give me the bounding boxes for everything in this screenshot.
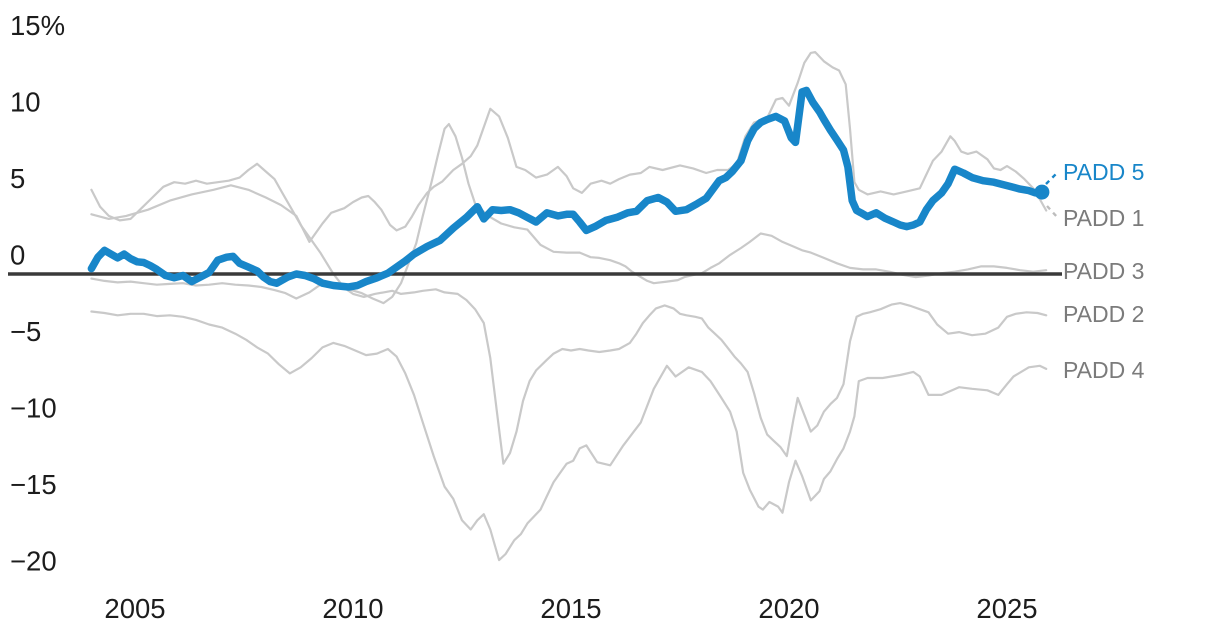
padd-5-end-marker-icon — [1034, 184, 1050, 200]
y-tick-label-15: 15% — [10, 10, 65, 41]
padd-1-line — [90, 50, 1048, 243]
series-label-padd-1: PADD 1 — [1063, 205, 1144, 231]
x-tick-label-2005: 2005 — [104, 593, 165, 624]
x-tick-label-2010: 2010 — [322, 593, 383, 624]
padd-4-line — [90, 310, 1048, 562]
x-tick-label-2015: 2015 — [540, 593, 601, 624]
y-tick-label-5: 5 — [10, 163, 25, 194]
x-tick-label-2020: 2020 — [758, 593, 819, 624]
x-axis-tick-labels: 2005 2010 2015 2020 2025 — [104, 593, 1037, 624]
series-direct-labels: PADD 1 PADD 2 PADD 3 PADD 4 PADD 5 — [1063, 159, 1145, 383]
y-tick-label-0: 0 — [10, 240, 25, 271]
y-tick-label--5: −5 — [10, 316, 41, 347]
series-label-padd-3: PADD 3 — [1063, 258, 1144, 284]
y-tick-label--10: −10 — [10, 393, 57, 424]
padd-3-line — [90, 122, 1048, 305]
series-label-padd-2: PADD 2 — [1063, 301, 1144, 327]
padd-1-leader-line — [1046, 205, 1059, 219]
x-tick-label-2025: 2025 — [976, 593, 1037, 624]
y-tick-label-10: 10 — [10, 87, 41, 118]
padd-2-line — [90, 162, 1048, 465]
series-label-padd-5: PADD 5 — [1063, 159, 1144, 185]
y-axis-tick-labels: 15% 10 5 0 −5 −10 −15 −20 — [10, 10, 65, 577]
gray-series-lines — [90, 50, 1048, 562]
y-tick-label--15: −15 — [10, 469, 57, 500]
padd-5-leader-line — [1045, 171, 1059, 185]
padd-5-line — [87, 86, 1046, 291]
y-tick-label--20: −20 — [10, 546, 57, 577]
highlight-series — [87, 86, 1050, 291]
series-label-padd-4: PADD 4 — [1063, 357, 1145, 383]
